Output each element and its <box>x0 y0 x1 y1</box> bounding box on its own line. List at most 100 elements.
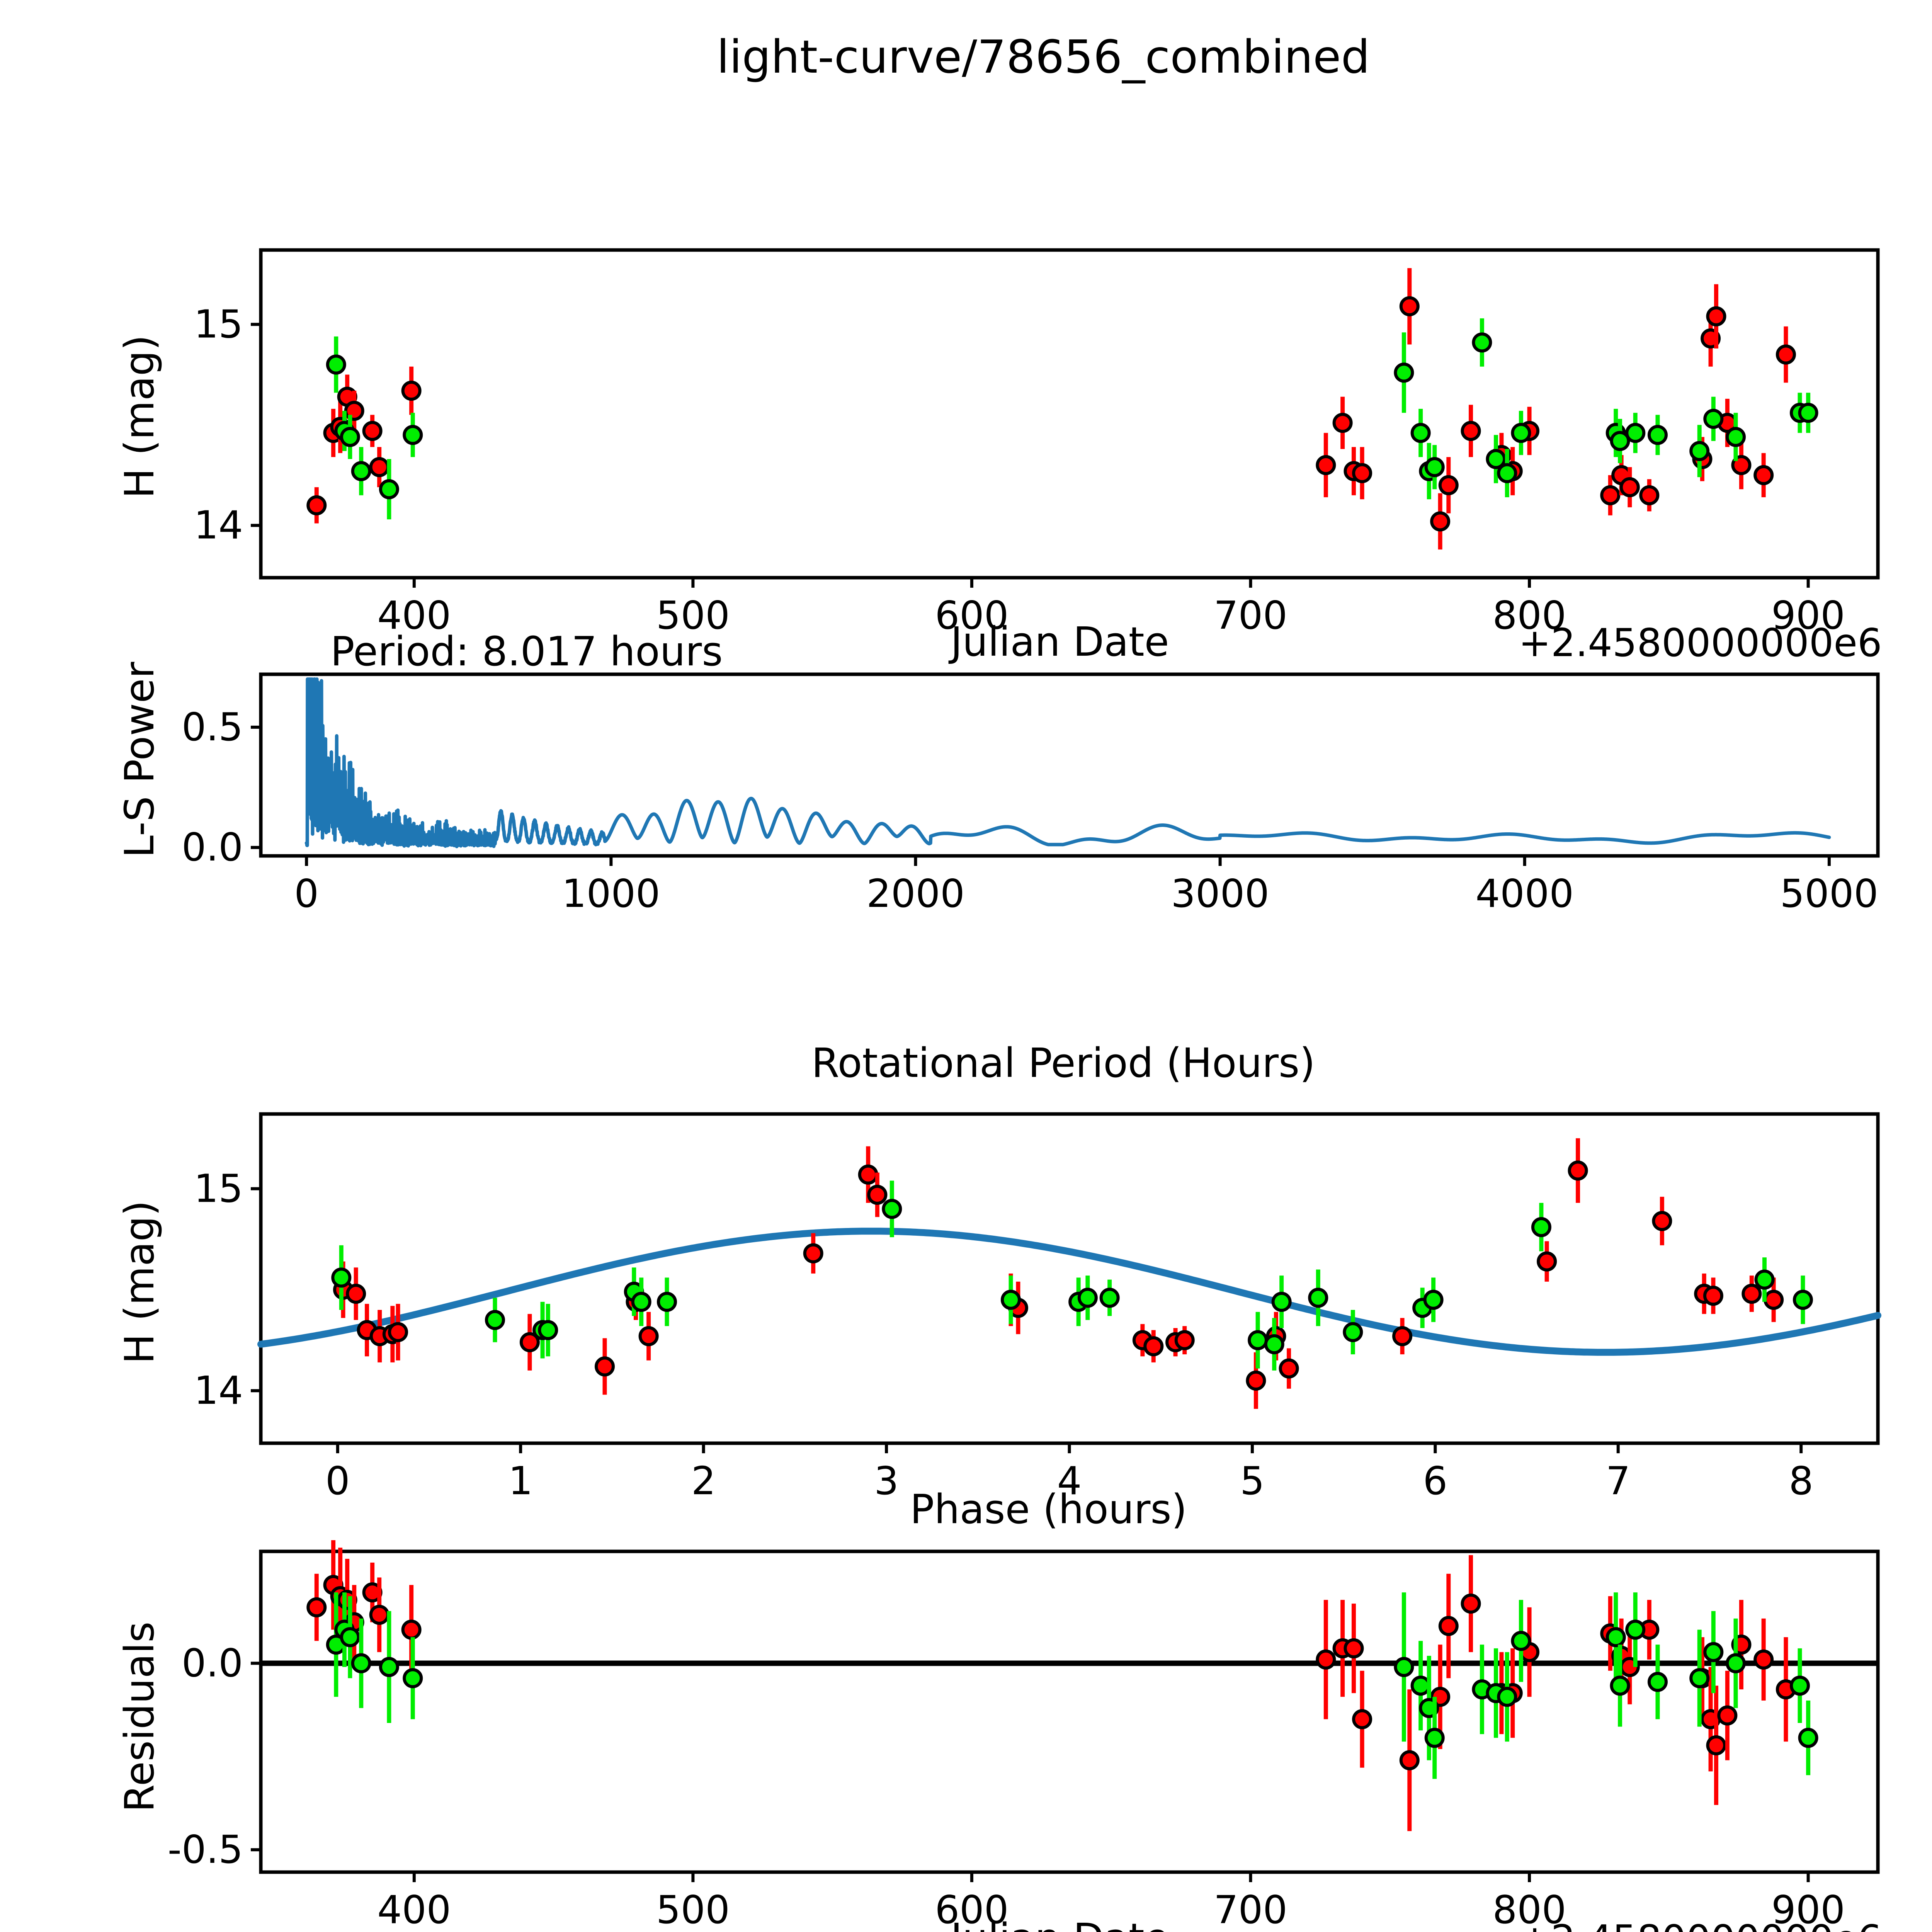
phasefold-marker <box>1703 1286 1723 1306</box>
phasefold-marker <box>1077 1287 1098 1308</box>
lightcurve-marker <box>369 457 389 477</box>
phasefold-marker <box>1568 1160 1588 1181</box>
lightcurve-x-ticks: 400 500 600 700 800 900 <box>377 578 1845 638</box>
residuals-marker <box>1438 1616 1459 1636</box>
lightcurve-marker <box>362 421 383 441</box>
residuals-marker <box>1703 1642 1724 1662</box>
phasefold-marker <box>1742 1284 1762 1304</box>
phasefold-marker <box>1531 1217 1551 1237</box>
phasefold-model-curve <box>257 1228 1881 1356</box>
periodogram-x-tick-label: 3000 <box>1171 871 1269 916</box>
residuals-y-tick-label: 0.0 <box>182 1641 243 1686</box>
residuals-marker <box>1726 1653 1746 1673</box>
phasefold-marker <box>595 1356 615 1377</box>
lightcurve-marker <box>379 479 399 500</box>
periodogram-x-tick-label: 5000 <box>1780 871 1879 916</box>
lightcurve-marker <box>1438 475 1459 495</box>
residuals-frame <box>259 1549 1880 1874</box>
phasefold-y-tick-label: 15 <box>194 1166 243 1211</box>
phasefold-marker <box>1423 1289 1444 1310</box>
lightcurve-marker <box>1647 425 1668 445</box>
phasefold-marker <box>1099 1287 1120 1308</box>
phasefold-marker <box>882 1199 902 1219</box>
phasefold-marker <box>1143 1336 1164 1357</box>
residuals-marker <box>1511 1631 1531 1651</box>
residuals-x-tick-label: 400 <box>377 1887 451 1932</box>
residuals-marker <box>1399 1750 1420 1770</box>
residuals-x-tick-label: 800 <box>1493 1887 1566 1932</box>
phasefold-marker <box>1174 1330 1195 1350</box>
phasefold-marker <box>1248 1330 1268 1350</box>
residuals-marker <box>306 1597 327 1617</box>
residuals-x-tick-label: 600 <box>935 1887 1009 1932</box>
residuals-marker <box>1497 1687 1517 1707</box>
phasefold-marker <box>485 1310 505 1330</box>
lightcurve-datapoints <box>306 268 1818 550</box>
lightcurve-series-green <box>326 318 1818 520</box>
residuals-marker <box>369 1605 389 1625</box>
periodogram-power-curve <box>304 677 1831 849</box>
lightcurve-marker <box>306 495 327 515</box>
residuals-marker <box>1352 1709 1372 1730</box>
phasefold-frame <box>259 1112 1880 1445</box>
lightcurve-marker <box>1619 477 1640 497</box>
residuals-marker <box>1610 1675 1630 1696</box>
periodogram-title: Period: 8.017 hours <box>330 628 723 675</box>
lightcurve-marker <box>1726 427 1746 447</box>
lightcurve-marker <box>1424 457 1445 477</box>
phasefold-marker <box>631 1292 651 1312</box>
periodogram-frame <box>259 672 1880 858</box>
residuals-marker <box>401 1619 422 1640</box>
phasefold-x-tick-label: 8 <box>1789 1458 1813 1503</box>
residuals-marker <box>1647 1672 1668 1692</box>
phasefold-marker <box>638 1326 659 1346</box>
residuals-marker <box>1625 1619 1646 1640</box>
residuals-marker <box>1689 1668 1710 1689</box>
lightcurve-marker <box>1316 455 1336 475</box>
phasefold-marker <box>858 1164 878 1185</box>
periodogram-x-tick-label: 0 <box>294 871 319 916</box>
phasefold-axes-box <box>259 1112 1880 1445</box>
periodogram-y-tick-label: 0.5 <box>182 704 243 750</box>
phasefold-x-tick-label: 3 <box>874 1458 899 1503</box>
periodogram-y-tick-label: 0.0 <box>182 825 243 870</box>
lightcurve-marker <box>1410 423 1431 443</box>
residuals-y-tick-label: -0.5 <box>168 1827 243 1872</box>
lightcurve-frame <box>259 248 1880 580</box>
phasefold-x-tick-label: 7 <box>1606 1458 1631 1503</box>
lightcurve-marker <box>1352 463 1372 483</box>
lightcurve-marker <box>1472 332 1492 353</box>
phasefold-marker <box>1343 1322 1363 1342</box>
lightcurve-x-tick-label: 900 <box>1771 593 1845 638</box>
lightcurve-x-tick-label: 500 <box>656 593 730 638</box>
phasefold-marker <box>1392 1326 1413 1346</box>
lightcurve-marker <box>1798 403 1818 423</box>
periodogram-axes-box <box>259 672 1880 858</box>
phasefold-marker <box>1754 1269 1775 1290</box>
lightcurve-series-red <box>306 268 1796 550</box>
lightcurve-y-tick-label: 15 <box>194 301 243 347</box>
residuals-marker <box>1706 1735 1726 1755</box>
residuals-marker <box>1316 1649 1336 1670</box>
phasefold-marker <box>538 1320 558 1340</box>
phasefold-datapoints <box>331 1138 1813 1409</box>
residuals-marker <box>1410 1675 1431 1696</box>
lightcurve-x-axis-label: Julian Date <box>951 618 1169 665</box>
residuals-marker <box>1461 1594 1481 1614</box>
lightcurve-x-offset-label: +2.4580000000e6 <box>1519 620 1882 665</box>
lightcurve-marker <box>1625 423 1646 443</box>
phasefold-marker <box>1279 1358 1299 1379</box>
lightcurve-marker <box>1430 511 1451 532</box>
residuals-marker <box>1789 1675 1810 1696</box>
phasefold-y-tick-label: 14 <box>194 1368 243 1413</box>
phasefold-marker <box>1246 1370 1266 1391</box>
periodogram-y-ticks: 0.5 0.0 <box>182 704 261 870</box>
lightcurve-marker <box>1486 449 1506 469</box>
residuals-marker <box>1424 1728 1445 1748</box>
residuals-marker <box>1605 1627 1626 1647</box>
lightcurve-marker <box>326 354 346 375</box>
phasefold-x-ticks: 0 1 2 3 4 5 6 7 8 <box>325 1443 1813 1503</box>
residuals-series-green <box>326 1592 1818 1779</box>
